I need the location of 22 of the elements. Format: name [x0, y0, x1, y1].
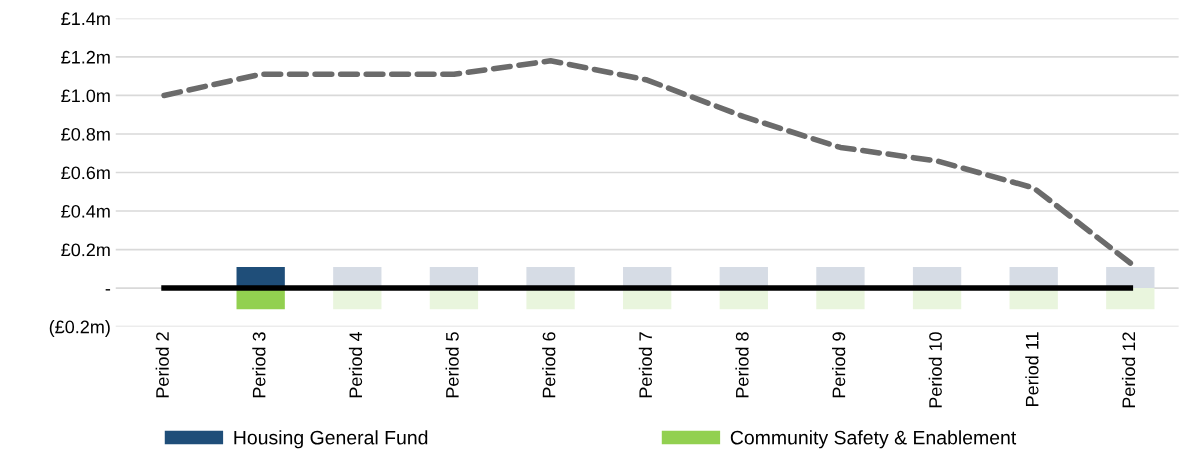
y-tick-label: £0.2m: [61, 243, 110, 257]
x-tick-label: Period 5: [445, 332, 459, 398]
x-tick-label: Period 3: [252, 332, 266, 398]
x-tick-label: Period 2: [155, 332, 169, 398]
y-tick-label: £0.6m: [61, 166, 110, 180]
legend-label: Housing General Fund: [234, 430, 428, 449]
x-tick-label: Period 6: [542, 332, 556, 398]
x-tick-label: Period 8: [735, 332, 749, 398]
y-tick-label: (£0.2m): [49, 320, 110, 337]
x-tick-label: Period 10: [928, 332, 942, 408]
x-tick-label: Period 4: [348, 331, 363, 398]
x-tick-label: Period 11: [1025, 332, 1039, 406]
legend-label: Community Safety & Enablement: [730, 430, 1017, 449]
x-tick-label: Period 7: [638, 332, 653, 398]
x-tick-label: Period 12: [1121, 332, 1136, 408]
y-tick-label: £0.8m: [61, 127, 110, 141]
y-tick-label: £0.4m: [61, 204, 110, 218]
y-tick-label: -: [105, 289, 111, 291]
x-tick-label: Period 9: [832, 332, 846, 398]
y-tick-label: £1.0m: [61, 89, 110, 103]
y-tick-label: £1.4m: [61, 12, 110, 25]
y-tick-label: £1.2m: [61, 50, 110, 64]
